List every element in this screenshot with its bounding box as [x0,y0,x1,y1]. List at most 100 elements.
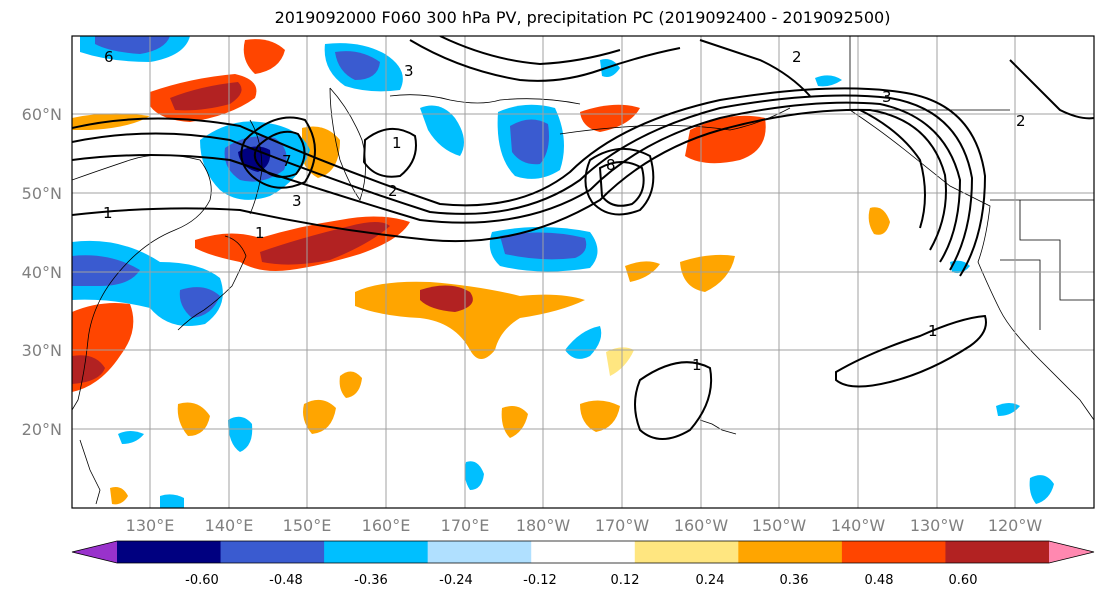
coastline [699,419,737,435]
precip-negative-area [160,494,184,508]
contour-label: 8 [606,156,616,174]
precip-positive-area [301,126,340,178]
lon-label: 160°W [674,516,729,535]
precip-positive-area [72,355,105,384]
lon-label: 150°E [283,516,332,535]
pv-contour [253,130,306,178]
precip-negative-area [510,119,549,165]
precip-positive-area [580,400,620,432]
lon-label: 120°W [988,516,1043,535]
colorbar-tick-label: 0.36 [780,573,809,588]
colorbar-outline [71,540,1095,564]
contour-label: 2 [1016,112,1026,130]
contour-label: 1 [392,134,402,152]
colorbar-segment [324,541,429,563]
colorbar-segments [117,541,1050,563]
map-panel: 1 1 1 1 1 2 2 2 3 3 3 6 7 8 [71,35,1095,509]
colorbar-segment [738,541,843,563]
precip-negative-area [72,255,140,286]
colorbar-tick-label: 0.60 [949,573,978,588]
pv-contour [362,128,417,178]
colorbar-tick-label: -0.36 [354,573,388,588]
precip-positive-area [680,254,735,292]
colorbar-tick-label: 0.12 [611,573,640,588]
contour-label: 1 [103,204,113,222]
lon-label: 150°W [752,516,807,535]
coastline [849,109,1094,421]
pv-contour [72,94,974,271]
pv-contour [634,361,713,440]
lon-label: 140°W [831,516,886,535]
contour-label: 3 [882,88,892,106]
lat-label: 50°N [22,184,62,203]
colorbar-tick-label: -0.60 [185,573,219,588]
pv-contour [598,161,645,207]
colorbar-tick-label: 0.24 [696,573,725,588]
map-title: 2019092000 F060 300 hPa PV, precipitatio… [274,8,891,27]
precip-positive-area [685,115,766,164]
lon-label: 170°W [595,516,650,535]
precip-negative-area [815,75,842,87]
precip-negative-area [600,59,620,77]
pv-contour [72,101,962,263]
map-frame [71,35,1095,509]
coastline [559,107,791,135]
lon-label: 160°E [362,516,411,535]
lon-label: 130°E [126,516,175,535]
precip-negative-area [335,51,380,80]
colorbar-tick-label: -0.24 [439,573,473,588]
lon-label: 130°W [910,516,965,535]
border [1019,200,1094,301]
contour-label: 6 [104,48,114,66]
precip-negative-area [464,461,484,490]
colorbar-segment [220,541,325,563]
precip-positive-area [501,406,528,438]
precip-negative-area [565,326,602,359]
contour-label: 3 [404,62,414,80]
pv-contour [409,39,681,82]
pv-contour [72,108,947,251]
contour-label: 1 [928,322,938,340]
colorbar-segment [531,541,636,563]
precip-positive-area [339,371,362,398]
precip-negative-area [1029,475,1054,504]
colorbar-segment [841,541,946,563]
lat-label: 40°N [22,263,62,282]
contour-label: 2 [388,182,398,200]
precipitation-shading [72,36,1054,508]
colorbar-segment [634,541,739,563]
precip-positive-area [243,39,285,74]
contour-label: 3 [292,192,302,210]
precip-positive-area [110,487,128,505]
colorbar-tick-label: 0.48 [865,573,894,588]
precip-negative-area [950,260,970,274]
coastline [177,235,247,331]
colorbar-segment [117,541,222,563]
precip-negative-area [118,431,144,444]
contour-label: 7 [282,152,292,170]
pv-contour [72,87,987,277]
lon-label: 170°E [441,516,490,535]
colorbar-low-extension [72,541,117,563]
pv-contour [439,36,621,66]
pv-contour [240,116,316,189]
coastline [79,439,101,505]
lon-label: 140°E [205,516,254,535]
precip-negative-area [420,105,464,156]
precip-negative-area [179,287,220,318]
pv-contour [1009,59,1094,120]
precip-positive-area [303,399,336,434]
colorbar-tick-label: -0.12 [523,573,557,588]
lat-label: 30°N [22,341,62,360]
colorbar-tick-label: -0.48 [269,573,303,588]
precip-positive-area [177,402,210,436]
colorbar-segment [427,541,532,563]
precip-negative-area [95,36,170,54]
latitude-labels: 60°N 50°N 40°N 30°N 20°N [22,105,62,439]
pv-contour [584,147,655,216]
lat-label: 20°N [22,420,62,439]
longitude-labels: 130°E 140°E 150°E 160°E 170°E 180°W 170°… [126,516,1043,535]
contour-labels: 1 1 1 1 1 2 2 2 3 3 3 6 7 8 [103,48,1026,374]
precip-negative-area [228,416,253,452]
